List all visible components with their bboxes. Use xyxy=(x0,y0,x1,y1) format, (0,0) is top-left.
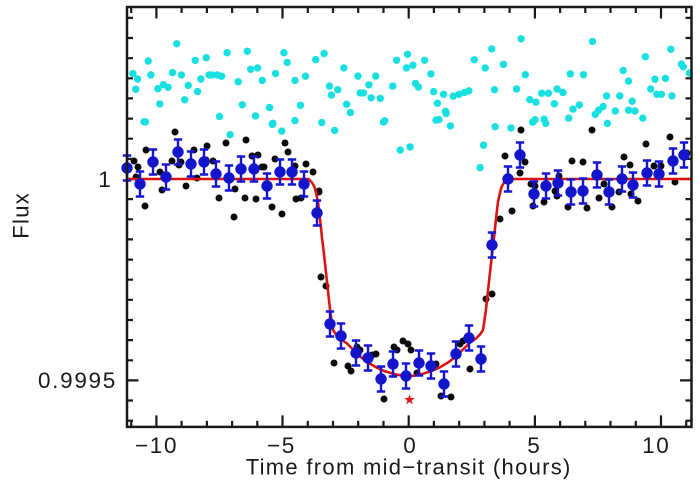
svg-text:0: 0 xyxy=(403,433,417,458)
svg-text:Time from mid−transit (hours): Time from mid−transit (hours) xyxy=(246,455,572,480)
svg-text:10: 10 xyxy=(642,433,670,458)
svg-text:5: 5 xyxy=(527,433,541,458)
svg-text:1: 1 xyxy=(98,167,112,192)
svg-text:−10: −10 xyxy=(135,433,178,458)
svg-text:Flux: Flux xyxy=(9,192,34,239)
svg-text:0.9995: 0.9995 xyxy=(38,368,117,393)
svg-text:−5: −5 xyxy=(267,433,296,458)
